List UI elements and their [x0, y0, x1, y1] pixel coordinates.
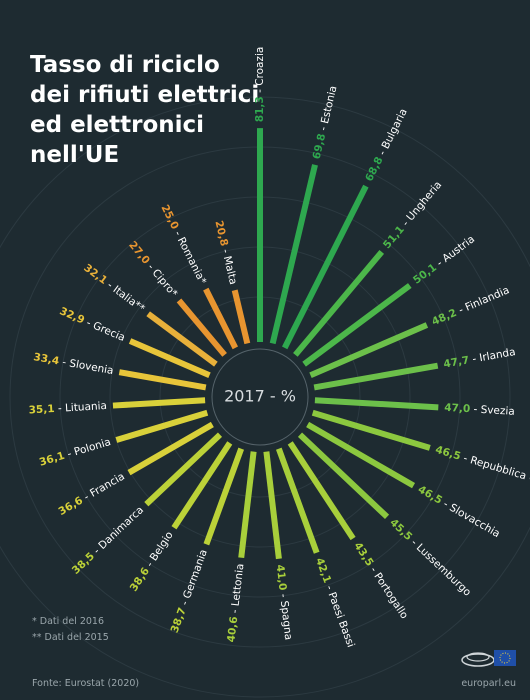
separator: - — [322, 581, 337, 595]
title-line: ed elettronici — [30, 112, 204, 138]
separator: - — [54, 402, 65, 415]
category-label: Spagna — [278, 600, 295, 641]
category-label: Lituania — [65, 400, 108, 414]
bar — [275, 447, 320, 554]
separator: - — [170, 226, 185, 241]
bar — [238, 451, 257, 559]
bar — [203, 287, 238, 350]
bar — [115, 409, 209, 443]
bar — [313, 362, 439, 391]
title-line: nell'UE — [30, 142, 119, 168]
bar — [314, 397, 439, 411]
bar-label: 41,0 - Spagna — [274, 564, 295, 641]
center-label: 2017 - % — [224, 387, 296, 406]
note: ** Dati del 2015 — [32, 632, 109, 643]
bar-label: 40,6 - Lettonia — [225, 563, 246, 643]
note: * Dati del 2016 — [32, 616, 104, 627]
bar — [127, 421, 214, 476]
separator: - — [375, 146, 390, 161]
category-label: Lettonia — [230, 563, 247, 607]
value-label: 20,8 — [212, 219, 230, 247]
separator: - — [468, 352, 480, 366]
separator: - — [438, 496, 453, 512]
logo — [461, 650, 516, 667]
source: Fonte: Eurostat (2020) — [32, 678, 139, 689]
separator: - — [454, 303, 468, 318]
site: europarl.eu — [461, 678, 516, 689]
bar — [297, 432, 390, 520]
separator: - — [58, 356, 70, 370]
bar — [309, 322, 429, 378]
bar-label: 47,0 - Svezia — [444, 402, 515, 418]
title: Tasso di riciclo dei rifiuti elettrici ed … — [30, 52, 259, 168]
separator: - — [317, 122, 331, 135]
bar — [263, 451, 282, 560]
value-label: 33,4 — [33, 351, 61, 367]
bar — [282, 184, 369, 350]
separator: - — [63, 447, 76, 461]
bar — [112, 397, 206, 409]
value-label: 81,3 — [254, 96, 266, 122]
bar — [203, 447, 245, 546]
bar — [128, 338, 211, 378]
separator: - — [228, 605, 241, 617]
bar — [176, 298, 227, 357]
center-circle — [211, 348, 309, 446]
title-line: dei rifiuti elettrici — [30, 82, 259, 108]
bar-label: 20,8 - Malta — [212, 219, 239, 285]
separator: - — [459, 451, 472, 465]
bar-label: 81,3 - Croazia — [254, 47, 266, 123]
separator: - — [218, 245, 232, 258]
value-label: 41,0 — [274, 564, 289, 591]
bar — [144, 432, 223, 507]
value-label: 47,0 — [444, 402, 471, 415]
category-label: Croazia — [254, 47, 266, 86]
value-label: 40,6 — [225, 616, 240, 643]
value-label: 69,8 — [311, 132, 329, 160]
bar — [269, 164, 318, 345]
title-line: Tasso di riciclo — [30, 52, 220, 78]
bar — [118, 369, 207, 391]
value-label: 47,7 — [443, 354, 471, 370]
category-label: Svezia — [480, 404, 515, 418]
bar — [146, 311, 218, 367]
bar — [302, 283, 412, 367]
bar — [306, 421, 416, 489]
value-label: 35,1 — [28, 403, 55, 416]
separator: - — [254, 86, 266, 96]
separator: - — [470, 403, 481, 416]
bar-label: 35,1 - Lituania — [28, 400, 107, 417]
separator: - — [277, 590, 290, 602]
bar — [231, 289, 251, 345]
separator: - — [82, 316, 96, 331]
bar — [287, 441, 356, 541]
separator: - — [79, 489, 94, 505]
bar — [171, 441, 233, 530]
bar — [293, 249, 385, 357]
bar — [311, 409, 431, 451]
separator: - — [178, 596, 193, 610]
